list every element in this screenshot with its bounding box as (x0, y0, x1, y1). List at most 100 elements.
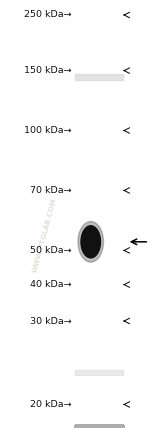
Text: 50 kDa→: 50 kDa→ (30, 246, 71, 255)
Bar (75, 425, 123, 428)
Bar (75, 425, 123, 427)
Bar (75, 426, 123, 428)
Bar (75, 425, 123, 427)
Bar (75, 425, 123, 427)
Bar (75, 425, 123, 427)
Bar (75, 426, 123, 428)
Bar (75, 425, 123, 427)
Bar (75, 426, 123, 428)
Bar (75, 425, 123, 427)
Bar (75, 425, 123, 427)
Bar (75, 425, 123, 427)
Bar (75, 426, 123, 428)
Bar (75, 425, 123, 427)
Bar (75, 425, 123, 427)
Bar (75, 425, 123, 428)
Bar (75, 426, 123, 428)
Bar (75, 425, 123, 427)
Bar (75, 425, 123, 427)
Bar (75, 426, 123, 428)
Bar (75, 425, 123, 427)
Bar (75, 426, 123, 428)
Bar (75, 425, 123, 427)
Bar (75, 425, 123, 427)
Bar (75, 426, 123, 428)
Bar (75, 425, 123, 427)
Bar (75, 425, 123, 427)
Bar (75, 425, 123, 427)
Bar (75, 425, 123, 427)
Bar (75, 426, 123, 428)
Bar (75, 425, 123, 427)
Bar (75, 426, 123, 428)
Bar (75, 425, 123, 427)
Bar (75, 425, 123, 427)
Bar (75, 425, 123, 427)
Bar (75, 425, 123, 428)
Bar (75, 425, 123, 427)
Bar (75, 425, 123, 427)
Bar (75, 426, 123, 428)
Bar (75, 425, 123, 427)
Bar (75, 426, 123, 428)
Bar (75, 425, 123, 427)
Bar (75, 425, 123, 427)
Bar (75, 425, 123, 427)
Bar (75, 425, 123, 427)
Bar (75, 426, 123, 428)
Bar (75, 425, 123, 427)
Bar (75, 425, 123, 427)
Bar (75, 425, 123, 427)
Bar (75, 425, 123, 427)
Bar (75, 425, 123, 427)
Bar (75, 425, 123, 427)
Bar (75, 425, 123, 427)
Bar (75, 425, 123, 427)
Bar (75, 425, 123, 427)
Bar (75, 426, 123, 428)
Bar (75, 425, 123, 427)
Bar (75, 426, 123, 428)
Bar (75, 426, 123, 428)
Bar (75, 426, 123, 428)
Bar (75, 426, 123, 428)
Bar (75, 425, 123, 427)
Bar (75, 426, 123, 428)
Bar (75, 426, 123, 428)
Bar (75, 426, 123, 428)
Bar (75, 425, 123, 427)
Bar (75, 425, 123, 427)
Text: 30 kDa→: 30 kDa→ (30, 316, 71, 326)
Bar (75, 425, 123, 427)
Text: WWW.PTGLAB.COM: WWW.PTGLAB.COM (32, 197, 58, 273)
Bar (75, 425, 123, 427)
Bar (75, 426, 123, 428)
Bar (75, 426, 123, 428)
Bar (75, 426, 123, 428)
Bar (75, 425, 123, 428)
Bar (75, 425, 123, 427)
Bar (75, 426, 123, 428)
Bar (75, 425, 123, 427)
Bar (75, 425, 123, 428)
Bar (75, 426, 123, 428)
Bar (75, 426, 123, 428)
Bar (75, 425, 123, 428)
Bar (75, 425, 123, 427)
Bar (75, 426, 123, 428)
Bar (75, 74, 123, 80)
Bar (75, 425, 123, 427)
Bar (75, 426, 123, 428)
Bar (75, 426, 123, 428)
Bar (75, 425, 123, 428)
Bar (75, 426, 123, 428)
Bar (75, 426, 123, 428)
Bar (75, 426, 123, 428)
Bar (75, 426, 123, 428)
Bar (75, 425, 123, 427)
Bar (75, 426, 123, 428)
Bar (75, 425, 123, 427)
Bar (75, 425, 123, 427)
Bar (75, 426, 123, 428)
Bar (75, 425, 123, 427)
